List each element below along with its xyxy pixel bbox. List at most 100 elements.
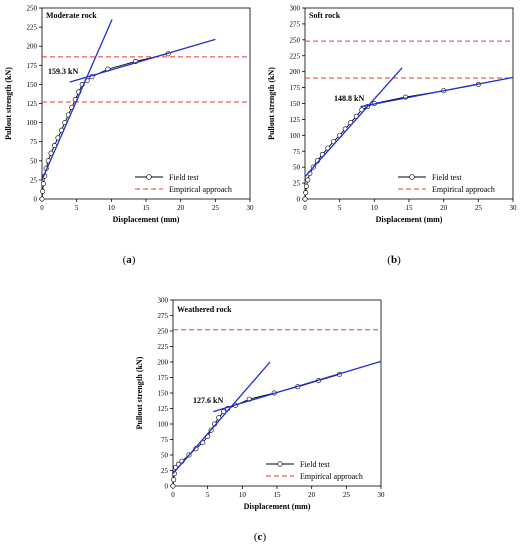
panel-1-y-axis-label: Pullout strength (kN) — [4, 67, 13, 140]
panel-3-field-test-point — [221, 409, 227, 415]
panel-3-annotation: 127.6 kN — [193, 396, 223, 405]
panel-3-y-tick-label: 225 — [158, 343, 169, 351]
panel-2-plot-frame — [304, 7, 514, 200]
panel-3-y-tick-label: 25 — [161, 467, 169, 475]
panel-2-y-tick-label: 100 — [290, 132, 301, 140]
panel-1-panel-label: (a) — [123, 254, 136, 266]
panel-1-y-tick-label: 225 — [27, 24, 38, 32]
panel-1-fit-line-1 — [41, 19, 113, 181]
panel-2-annotation: 148.8 kN — [334, 94, 364, 103]
panel-2-y-tick-label: 275 — [290, 20, 301, 28]
panel-1-y-tick-label: 150 — [27, 81, 38, 89]
panel-2-field-test-point — [303, 190, 309, 196]
panel-2-y-tick-label: 25 — [293, 180, 301, 188]
panel-3-x-tick-label: 0 — [171, 491, 175, 499]
panel-1-y-tick-label: 125 — [27, 100, 38, 108]
panel-3-x-tick-label: 5 — [206, 491, 210, 499]
panel-1-legend-empirical-label: Empirical approach — [169, 185, 232, 194]
panel-3-field-test-point — [171, 477, 177, 483]
panel-1-x-tick-label: 20 — [177, 204, 185, 212]
panel-2-legend-empirical-label: Empirical approach — [432, 185, 495, 194]
panel-2-legend-field-label: Field test — [432, 173, 462, 182]
panel-3-legend-field-label: Field test — [300, 460, 330, 469]
panel-1-y-tick-label: 25 — [30, 176, 38, 184]
panel-1-y-tick-label: 0 — [34, 196, 38, 204]
panel-3-x-tick-label: 30 — [378, 491, 386, 499]
panel-1-fit-line-2 — [69, 38, 216, 83]
panel-2-x-axis-label: Displacement (mm) — [376, 215, 443, 224]
panel-1-y-tick-label: 100 — [27, 119, 38, 127]
panel-2-y-tick-label: 50 — [293, 164, 301, 172]
panel-3-fit-line-2 — [213, 360, 382, 413]
panel-3-y-tick-label: 150 — [158, 390, 169, 398]
panel-3-x-tick-label: 15 — [274, 491, 282, 499]
panel-1-legend-field-marker — [146, 174, 152, 180]
panel-1-y-tick-label: 175 — [27, 62, 38, 70]
panel-1-x-axis-label: Displacement (mm) — [113, 215, 180, 224]
panel-2-field-test-point — [305, 177, 311, 183]
panel-1-annotation: 159.3 kN — [48, 67, 78, 76]
panel-2-x-tick-label: 30 — [510, 204, 518, 212]
panel-3-title: Weathered rock — [177, 305, 232, 314]
panel-2-legend-field-marker — [409, 174, 415, 180]
panel-2-panel-label: (b) — [387, 254, 401, 266]
panel-1-y-tick-label: 75 — [30, 138, 38, 146]
panel-2-field-test-point — [303, 183, 309, 189]
panel-2-y-tick-label: 0 — [297, 196, 301, 204]
panel-1-x-tick-label: 25 — [212, 204, 220, 212]
panel-3-y-tick-label: 175 — [158, 374, 169, 382]
panel-1-legend-field-label: Field test — [169, 173, 199, 182]
panel-2-fit-line-2 — [360, 76, 514, 108]
panel-2-x-tick-label: 20 — [440, 204, 448, 212]
panel-2-field-test-point — [302, 196, 308, 202]
panel-3-x-tick-label: 20 — [308, 491, 316, 499]
panel-1-y-tick-label: 250 — [27, 5, 38, 13]
panel-1-field-test-point — [40, 181, 46, 187]
panel-2-y-tick-label: 200 — [290, 68, 301, 76]
panel-1-x-tick-label: 10 — [108, 204, 116, 212]
panel-1-y-tick-label: 50 — [30, 157, 38, 165]
panel-1-title: Moderate rock — [46, 11, 97, 20]
panel-3-field-test-line — [172, 373, 340, 487]
panel-3-x-tick-label: 25 — [343, 491, 351, 499]
panel-1-x-tick-label: 30 — [247, 204, 255, 212]
panel-2-fit-line-1 — [304, 67, 403, 178]
panel-2-y-tick-label: 125 — [290, 116, 301, 124]
panel-2-x-tick-label: 10 — [371, 204, 379, 212]
panel-2-y-tick-label: 150 — [290, 100, 301, 108]
panel-3-x-axis-label: Displacement (mm) — [244, 502, 311, 511]
panel-3-legend-empirical-label: Empirical approach — [300, 472, 363, 481]
panel-3-y-tick-label: 0 — [165, 483, 169, 491]
panel-1-x-tick-label: 15 — [143, 204, 151, 212]
panel-3-y-tick-label: 100 — [158, 421, 169, 429]
panel-2-x-tick-label: 15 — [406, 204, 414, 212]
panel-2-y-axis-label: Pullout strength (kN) — [267, 67, 276, 140]
panel-2-y-tick-label: 175 — [290, 84, 301, 92]
panel-2-title: Soft rock — [309, 11, 341, 20]
panel-3-field-test-point — [170, 483, 176, 489]
panel-3-y-tick-label: 300 — [158, 297, 169, 305]
panel-3-fit-line-1 — [172, 361, 271, 475]
panel-3-y-tick-label: 275 — [158, 312, 169, 320]
panel-3-y-tick-label: 250 — [158, 328, 169, 336]
panel-2-x-tick-label: 0 — [303, 204, 307, 212]
panel-3-y-tick-label: 200 — [158, 359, 169, 367]
panel-1-y-tick-label: 200 — [27, 43, 38, 51]
panel-2-x-tick-label: 25 — [475, 204, 483, 212]
panel-3-y-tick-label: 50 — [161, 452, 169, 460]
panel-3-y-tick-label: 75 — [161, 436, 169, 444]
panel-3-y-tick-label: 125 — [158, 405, 169, 413]
panel-1-x-tick-label: 5 — [75, 204, 79, 212]
panel-1-field-test-point — [40, 188, 46, 194]
panel-1-x-tick-label: 0 — [40, 204, 44, 212]
panel-3-x-tick-label: 10 — [239, 491, 247, 499]
panel-3-y-axis-label: Pullout strength (kN) — [135, 356, 144, 429]
panel-2-y-tick-label: 300 — [290, 5, 301, 13]
panel-2-y-tick-label: 250 — [290, 36, 301, 44]
panel-2-y-tick-label: 225 — [290, 52, 301, 60]
panel-3-legend-field-marker — [277, 461, 283, 467]
panel-1-field-test-point — [39, 196, 45, 202]
panel-2-x-tick-label: 5 — [338, 204, 342, 212]
panel-3-panel-label: (c) — [254, 531, 267, 543]
